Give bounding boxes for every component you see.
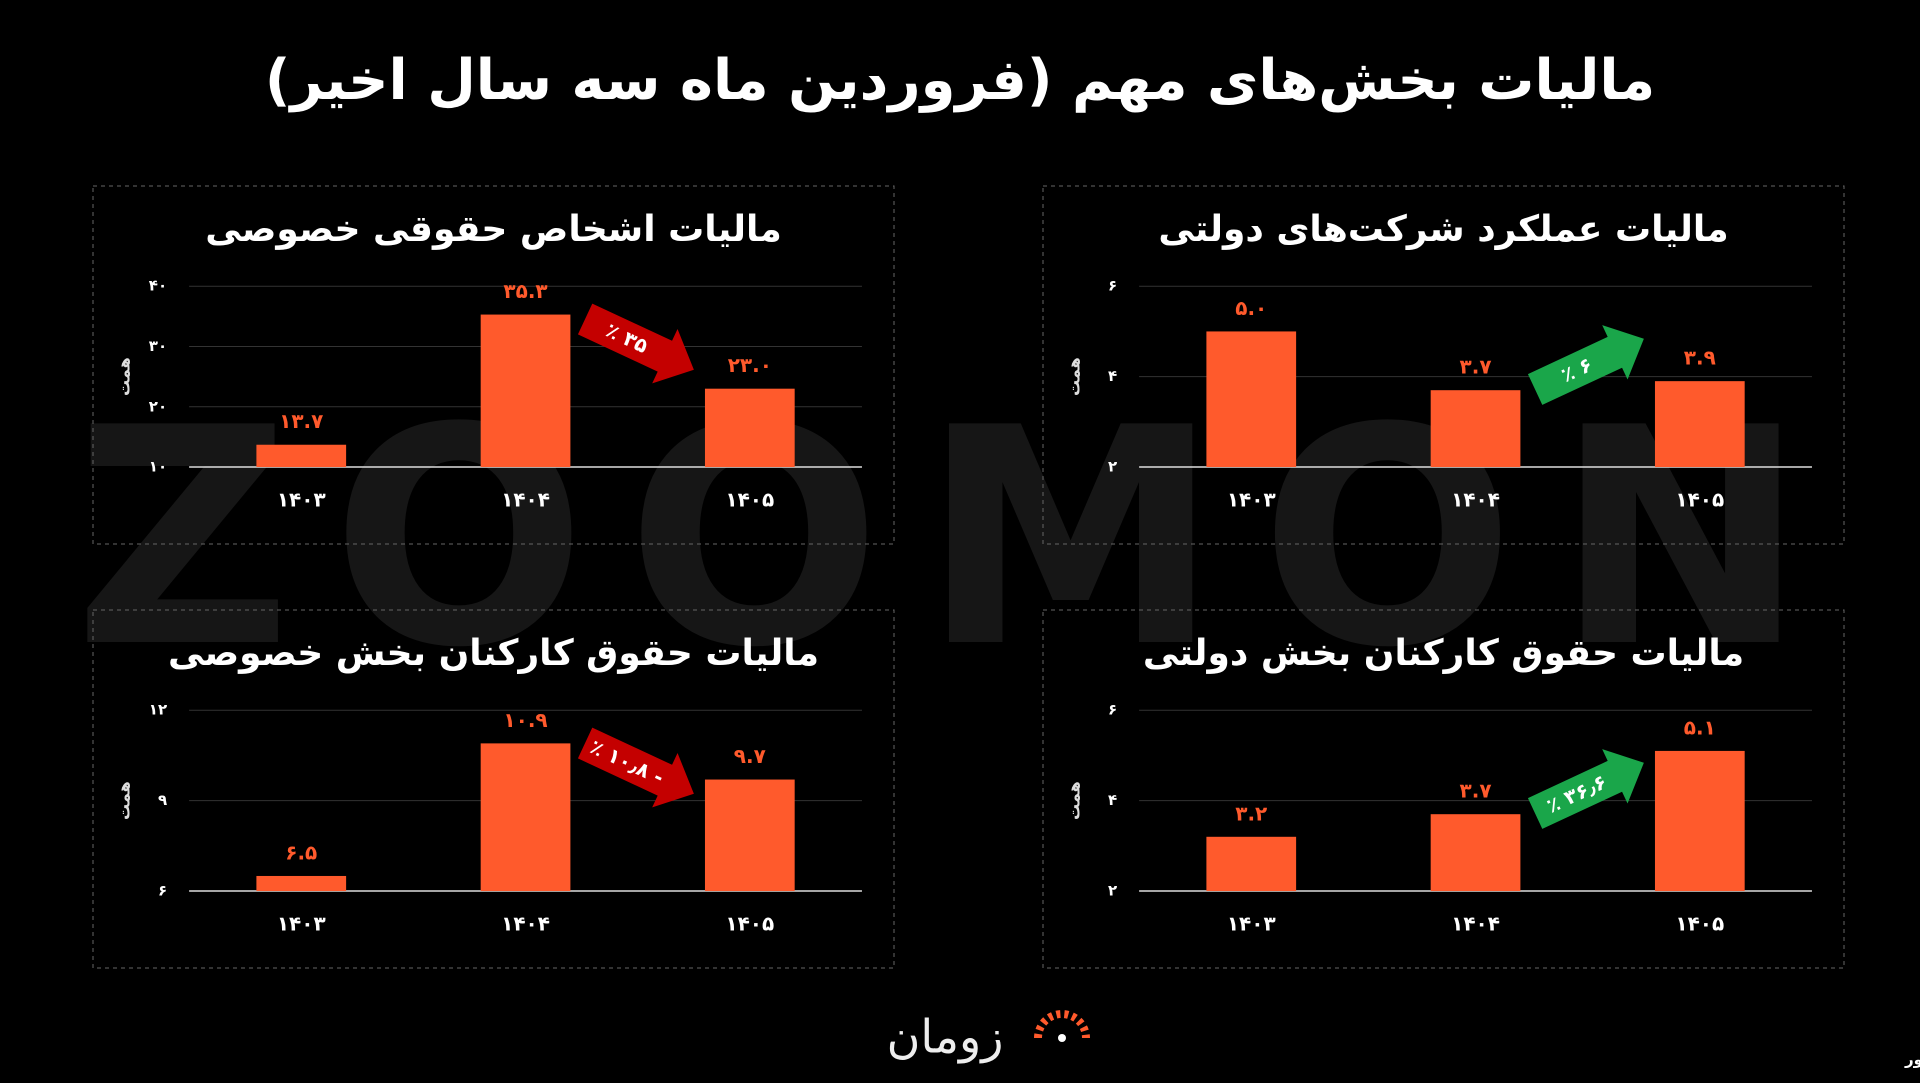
chart-title: مالیات حقوق کارکنان بخش دولتی [1143, 633, 1744, 674]
bar [1654, 381, 1745, 468]
chart-title: مالیات اشخاص حقوقی خصوصی [205, 209, 782, 250]
chart-panel: مالیات اشخاص حقوقی خصوصی همت ۱۰ ۲۰ ۳۰ ۴۰ ۱۴۰۳ ۱… [92, 185, 895, 545]
y-tick-label: ۲ [1108, 882, 1117, 900]
panel-border [1042, 609, 1845, 969]
data-label: ۳.۷ [1460, 355, 1492, 379]
panel-border [92, 609, 895, 969]
chart-title: مالیات حقوق کارکنان بخش خصوصی [168, 633, 819, 674]
y-tick-label: ۶ [1108, 277, 1117, 295]
y-axis-label: همت [115, 781, 134, 820]
y-tick-label: ۴ [1108, 367, 1117, 385]
bar [480, 314, 571, 468]
x-tick-label: ۱۴۰۴ [1451, 912, 1500, 936]
logo-dot [1058, 1034, 1066, 1042]
bar [1654, 750, 1745, 892]
y-tick-label: ۹ [158, 791, 167, 809]
data-label: ۳.۷ [1460, 779, 1492, 803]
data-label: ۵.۰ [1235, 296, 1267, 320]
arrow-shape [577, 303, 694, 384]
bar [1206, 836, 1297, 892]
logo-text: زومان [887, 1010, 1004, 1065]
data-label: ۱۳.۷ [279, 409, 323, 433]
data-label: ۱۰.۹ [503, 708, 547, 732]
x-tick-label: ۱۴۰۴ [501, 912, 550, 936]
data-label: ۶.۵ [285, 840, 317, 864]
y-tick-label: ۱۲ [149, 701, 167, 719]
chart-title: مالیات عملکرد شرکت‌های دولتی [1158, 209, 1728, 250]
data-label: ۵.۱ [1684, 715, 1716, 739]
data-label: ۳۵.۳ [503, 279, 547, 303]
bar [1430, 390, 1521, 468]
logo-icon [1034, 1010, 1090, 1042]
x-tick-label: ۱۴۰۴ [501, 488, 550, 512]
x-tick-label: ۱۴۰۳ [277, 912, 326, 936]
data-label: ۳.۹ [1684, 346, 1716, 370]
x-tick-label: ۱۴۰۵ [725, 912, 774, 936]
bar [1430, 814, 1521, 892]
y-tick-label: ۱۰ [149, 458, 167, 476]
x-tick-label: ۱۴۰۳ [1227, 488, 1276, 512]
y-axis-label: همت [115, 357, 134, 396]
change-arrow: ۶ ٪ [1527, 325, 1644, 405]
bar [1206, 331, 1297, 468]
bar [704, 388, 795, 468]
x-tick-label: ۱۴۰۵ [1675, 912, 1724, 936]
main-title: مالیات بخش‌های مهم (فروردین ماه سه سال ا… [265, 48, 1655, 113]
x-tick-label: ۱۴۰۵ [1675, 488, 1724, 512]
x-tick-label: ۱۴۰۳ [1227, 912, 1276, 936]
bar [256, 444, 347, 468]
y-tick-label: ۲ [1108, 458, 1117, 476]
data-label: ۳.۲ [1235, 801, 1267, 825]
panel-border [92, 185, 895, 545]
y-tick-label: ۴ [1108, 791, 1117, 809]
y-tick-label: ۶ [158, 882, 167, 900]
y-tick-label: ۶ [1108, 701, 1117, 719]
x-tick-label: ۱۴۰۵ [725, 488, 774, 512]
data-label: ۲۳.۰ [728, 353, 772, 377]
y-tick-label: ۴۰ [149, 277, 167, 295]
x-tick-label: ۱۴۰۴ [1451, 488, 1500, 512]
bar [480, 743, 571, 892]
logo-ring [1034, 1010, 1090, 1039]
y-axis-label: همت [1065, 781, 1084, 820]
y-axis-label: همت [1065, 357, 1084, 396]
y-tick-label: ۲۰ [149, 397, 167, 415]
bar [256, 875, 347, 892]
x-tick-label: ۱۴۰۳ [277, 488, 326, 512]
arrow-shape [1527, 749, 1644, 829]
panel-border [1042, 185, 1845, 545]
arrow-shape [1527, 325, 1644, 405]
source: منبع داده: سازمان امور مالیاتی کشور [1904, 1051, 1920, 1069]
arrow-shape [577, 727, 694, 808]
data-label: ۹.۷ [734, 744, 766, 768]
chart-panel: مالیات عملکرد شرکت‌های دولتی همت ۲ ۴ ۶ ۱۴۰۳ ۵.… [1042, 185, 1845, 545]
bar [704, 779, 795, 892]
y-tick-label: ۳۰ [149, 337, 167, 355]
